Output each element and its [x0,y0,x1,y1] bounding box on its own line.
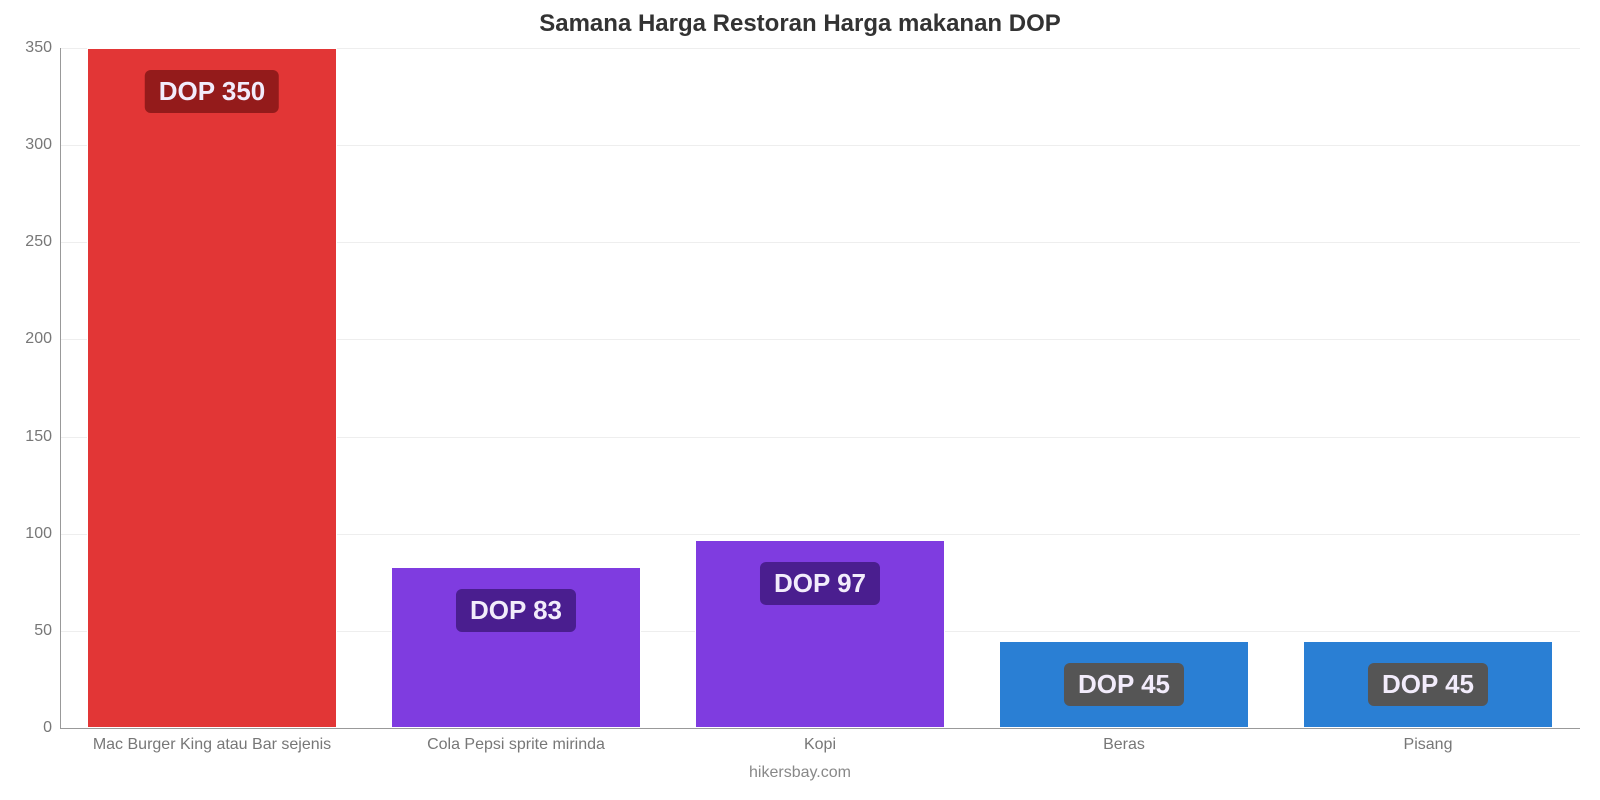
x-tick-label: Mac Burger King atau Bar sejenis [93,728,331,754]
x-tick-label: Kopi [804,728,836,754]
y-tick-label: 50 [34,622,60,640]
bar-value-label: DOP 97 [760,562,880,605]
y-tick-label: 100 [25,525,60,543]
x-tick-label: Pisang [1404,728,1453,754]
y-tick-label: 200 [25,330,60,348]
y-tick-label: 250 [25,233,60,251]
chart-attribution: hikersbay.com [0,764,1600,782]
x-tick-label: Cola Pepsi sprite mirinda [427,728,605,754]
y-tick-label: 150 [25,428,60,446]
y-tick-label: 300 [25,136,60,154]
y-axis [60,48,61,728]
bar [87,48,336,728]
bar-value-label: DOP 83 [456,589,576,632]
y-tick-label: 350 [25,39,60,57]
bar-value-label: DOP 45 [1064,663,1184,706]
bar-value-label: DOP 45 [1368,663,1488,706]
chart-title: Samana Harga Restoran Harga makanan DOP [0,10,1600,38]
chart-container: Samana Harga Restoran Harga makanan DOP … [0,0,1600,800]
plot-area: 050100150200250300350DOP 350Mac Burger K… [60,48,1580,728]
x-tick-label: Beras [1103,728,1145,754]
y-tick-label: 0 [43,719,60,737]
bar-value-label: DOP 350 [145,70,279,113]
